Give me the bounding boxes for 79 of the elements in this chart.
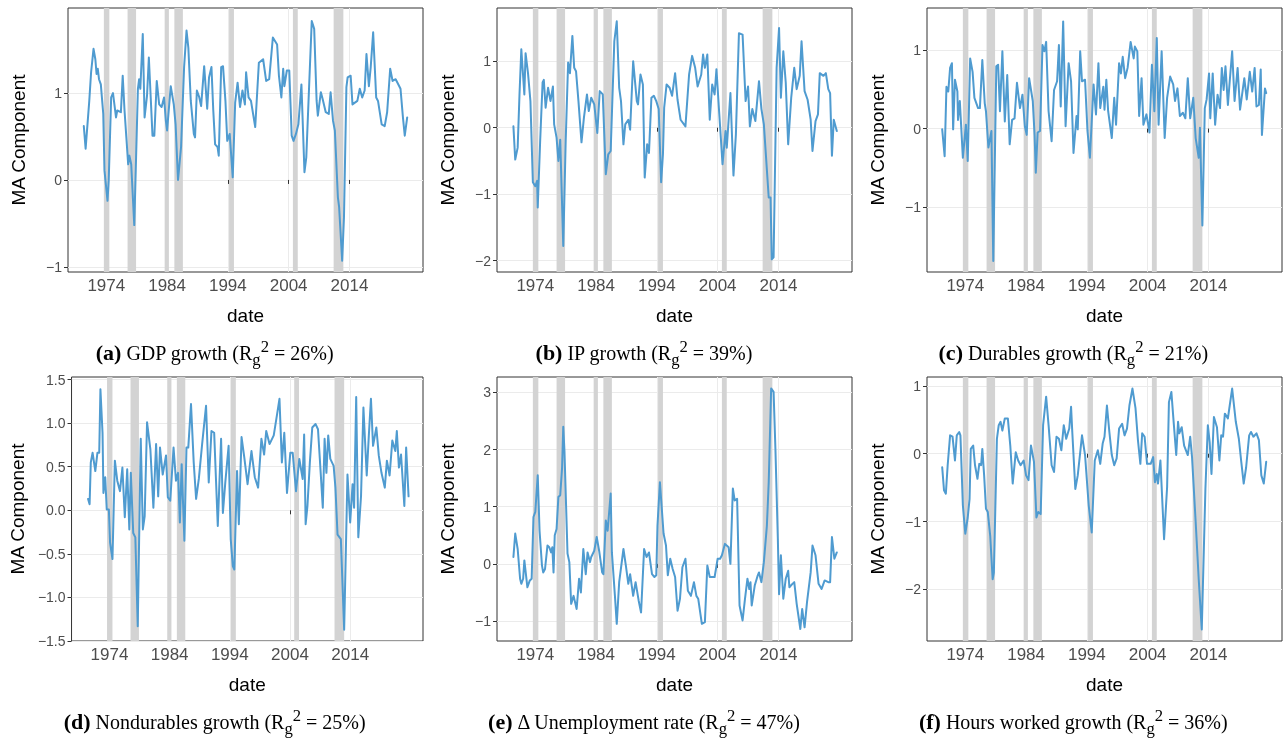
y-tick-label: 0.5 (46, 458, 66, 475)
text: (c) Durables growth (R$_{g}$$^{2}$ = 21%) (937, 336, 1210, 369)
y-tick-label: 0 (912, 445, 921, 462)
text: (d) Nondurables growth (R$_{g}$$^{2}$ = 25%) (62, 705, 367, 738)
x-tick-label: 1984 (1006, 276, 1045, 295)
x-tick-label: 2014 (331, 645, 370, 664)
y-axis-title: MA Component (437, 73, 459, 206)
y-tick-label: 1 (912, 377, 921, 394)
x-tick-label: 1984 (150, 645, 189, 664)
y-tick-label: 0 (912, 120, 921, 137)
y-tick-label: 2 (483, 441, 492, 458)
x-tick-label: 2004 (1128, 645, 1167, 664)
x-tick-label: 1984 (1006, 645, 1045, 664)
line-series (512, 387, 839, 630)
x-tick-label: 1984 (577, 276, 616, 295)
x-tick-label: 1974 (946, 645, 984, 664)
x-tick-label: 2014 (1189, 645, 1228, 664)
y-tick-label: 3 (483, 384, 492, 401)
x-axis-title: date (656, 305, 694, 326)
x-tick-label: 1994 (638, 276, 677, 295)
y-tick-label: −0.5 (37, 545, 66, 562)
y-tick-label: −2 (475, 252, 492, 269)
y-axis-title: MA Component (7, 442, 28, 575)
y-tick-label: −1.0 (37, 589, 66, 606)
y-tick-label: −1 (904, 199, 921, 216)
y-tick-label: 1 (483, 498, 492, 515)
y-tick-label: −1 (904, 513, 921, 530)
x-axis-title: date (1085, 305, 1123, 326)
y-tick-label: 1 (54, 85, 63, 102)
text: (b) IP growth (R$_{g}$$^{2}$ = 39%) (534, 336, 754, 369)
x-tick-label: 1994 (1067, 645, 1106, 664)
x-tick-label: 1994 (208, 276, 247, 295)
y-axis-title: MA Component (866, 442, 888, 575)
x-tick-label: 1994 (1067, 276, 1106, 295)
x-tick-label: 1974 (87, 276, 126, 295)
x-axis-title: date (227, 305, 264, 326)
y-axis-title: MA Component (866, 73, 888, 206)
y-axis-title: MA Component (437, 442, 459, 575)
line-series (512, 20, 839, 261)
x-tick-label: 2014 (759, 276, 798, 295)
line-series (940, 387, 1267, 631)
y-tick-label: 0 (483, 555, 492, 572)
x-tick-label: 2014 (759, 645, 798, 664)
x-tick-label: 1974 (516, 276, 555, 295)
y-tick-label: 0.0 (46, 502, 66, 519)
y-tick-label: −2 (904, 581, 921, 598)
y-tick-label: 1.5 (46, 371, 66, 388)
x-tick-label: 1974 (516, 645, 555, 664)
text: (e) Δ Unemployment rate (R$_{g}$$^{2}$ = 47%) (487, 705, 801, 738)
y-tick-label: −1 (475, 613, 492, 629)
x-tick-label: 1974 (90, 645, 129, 664)
y-tick-label: −1.5 (37, 633, 66, 649)
x-axis-title: date (1085, 674, 1123, 695)
y-tick-label: −1 (46, 258, 63, 275)
x-tick-label: 1994 (638, 645, 677, 664)
x-tick-label: 2004 (1128, 276, 1167, 295)
x-tick-label: 2004 (271, 645, 309, 664)
y-tick-label: 1.0 (46, 415, 66, 432)
x-tick-label: 2014 (330, 276, 369, 295)
x-axis-title: date (656, 674, 694, 695)
x-axis-title: date (228, 674, 266, 695)
line-series (940, 20, 1267, 262)
y-tick-label: 0 (54, 171, 63, 188)
x-tick-label: 2014 (1189, 276, 1228, 295)
y-tick-label: 1 (912, 41, 921, 58)
y-axis-title: MA Component (8, 73, 29, 206)
text: (f) Hours worked growth (R$_{g}$$^{2}$ = 36%) (917, 705, 1229, 738)
text: (a) GDP growth (R$_{g}$$^{2}$ = 26%) (94, 336, 335, 369)
y-tick-label: 1 (483, 53, 492, 70)
x-tick-label: 1974 (946, 276, 984, 295)
x-tick-label: 1984 (148, 276, 186, 295)
x-tick-label: 2004 (269, 276, 308, 295)
x-tick-label: 1984 (577, 645, 616, 664)
y-tick-label: 0 (483, 119, 492, 136)
line-series (87, 388, 410, 631)
x-tick-label: 1994 (210, 645, 249, 664)
x-tick-label: 2004 (699, 276, 737, 295)
y-tick-label: −1 (475, 186, 492, 203)
x-tick-label: 2004 (699, 645, 737, 664)
